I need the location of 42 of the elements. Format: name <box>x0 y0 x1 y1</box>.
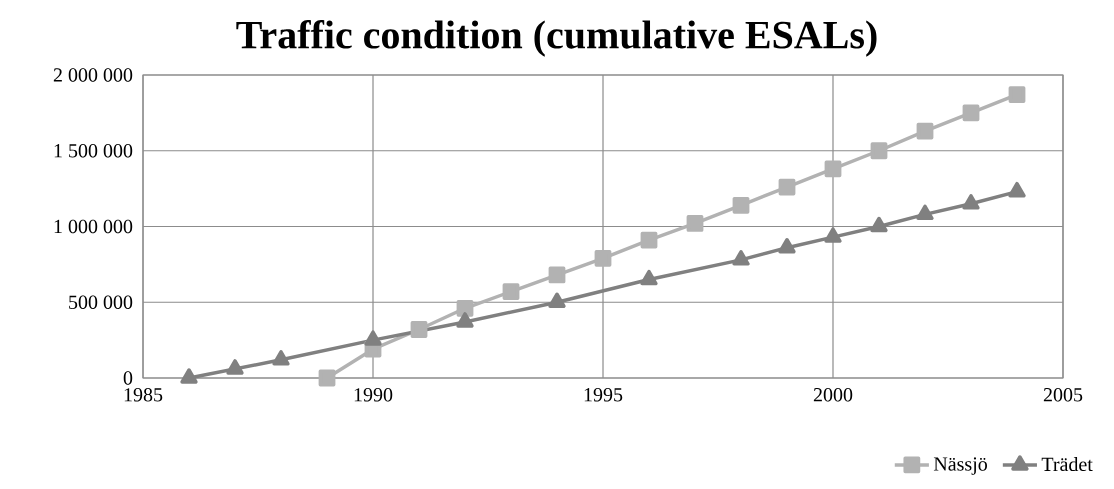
point <box>226 359 244 375</box>
point <box>732 250 750 266</box>
y-tick-label: 1 000 000 <box>54 219 133 234</box>
x-tick-label: 2005 <box>1043 388 1083 402</box>
point <box>594 249 612 267</box>
x-tick-label: 1995 <box>584 388 623 402</box>
point <box>1008 181 1026 198</box>
legend-label: Nässjö <box>933 457 987 475</box>
point <box>870 216 888 233</box>
chart-title: Traffic condition (cumulative ESALs) <box>236 19 877 57</box>
point <box>364 330 382 346</box>
point <box>456 299 474 317</box>
point <box>502 283 520 301</box>
point <box>778 237 796 254</box>
x-tick-label: 1990 <box>354 388 393 402</box>
point <box>180 368 198 384</box>
point <box>824 227 842 243</box>
point <box>732 196 750 214</box>
point <box>778 178 796 196</box>
point <box>916 122 934 140</box>
x-tick-label: 2000 <box>813 388 853 402</box>
y-tick-label: 2 000 000 <box>53 68 133 82</box>
point <box>272 350 290 366</box>
point <box>686 215 704 232</box>
point <box>318 369 336 387</box>
point <box>410 321 428 338</box>
point <box>456 312 474 328</box>
point <box>962 104 980 122</box>
point <box>640 269 658 286</box>
point <box>548 266 566 284</box>
point <box>870 142 888 160</box>
point <box>962 194 980 210</box>
y-tick-label: 0 <box>123 371 133 385</box>
x-tick-label: 1985 <box>124 388 163 402</box>
y-tick-label: 500 000 <box>69 295 133 309</box>
point <box>1008 86 1026 104</box>
point <box>640 231 658 249</box>
point <box>916 204 934 221</box>
legend-label: Trädet <box>1041 457 1093 472</box>
point <box>824 160 842 178</box>
point <box>548 292 566 308</box>
y-tick-label: 1 500 000 <box>54 144 133 158</box>
